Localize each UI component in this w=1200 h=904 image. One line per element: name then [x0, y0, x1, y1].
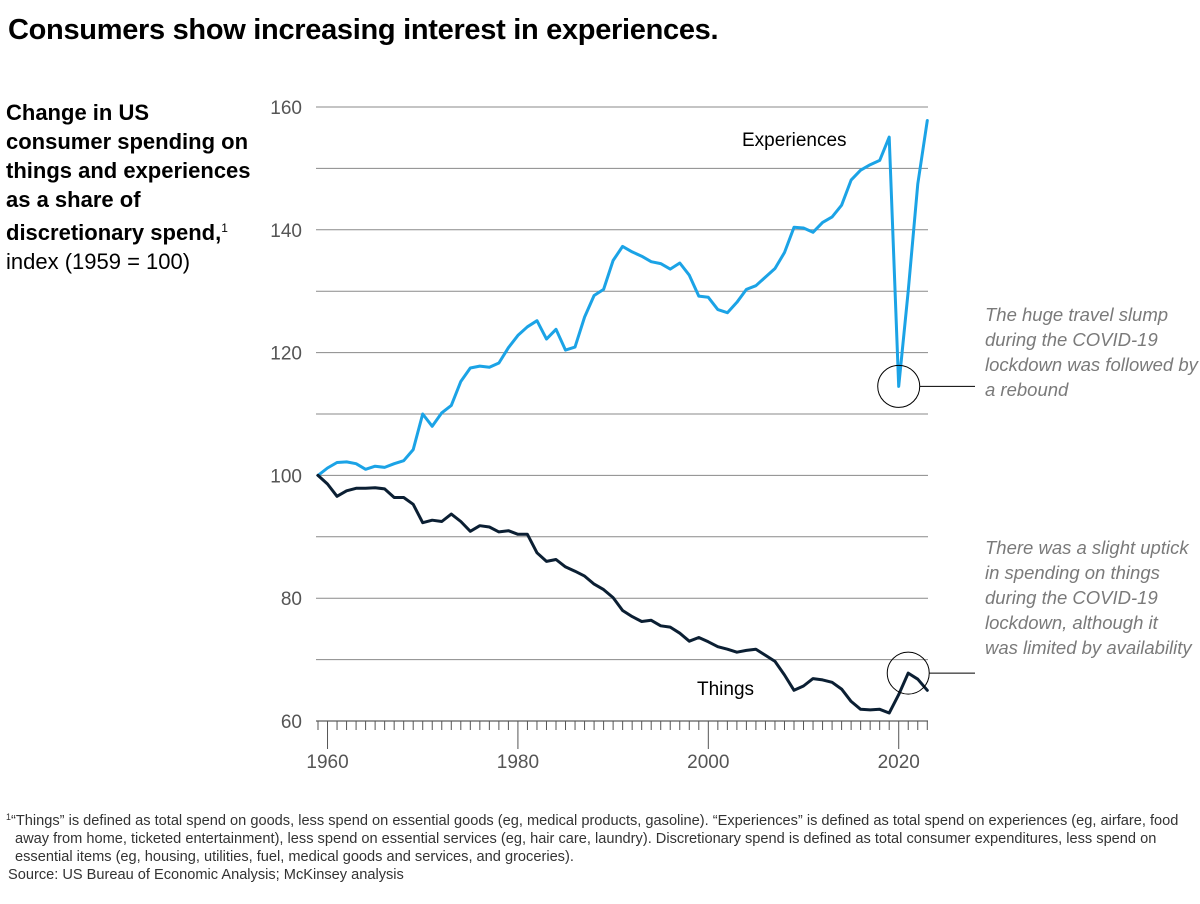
gridlines: [316, 106, 928, 661]
subtitle-bold: Change in US consumer spending on things…: [6, 100, 251, 245]
source-note: Source: US Bureau of Economic Analysis; …: [8, 867, 404, 883]
y-tick-label: 120: [270, 344, 302, 365]
series-label-things: Things: [697, 679, 754, 700]
y-tick-label: 60: [281, 712, 302, 733]
annotation-things: There was a slight uptick in spending on…: [985, 537, 1192, 658]
x-tick-label: 1980: [497, 752, 539, 773]
x-tick-label: 1960: [306, 752, 348, 773]
series-group: [316, 119, 929, 715]
callouts: [877, 364, 975, 695]
footnote: 1“Things” is defined as total spend on g…: [6, 808, 1196, 884]
line-chart: 60 80 100 120 140 160 1960 1980 2000 2020 Experi…: [270, 98, 975, 773]
series-label-experiences: Experiences: [742, 130, 847, 151]
subtitle-footnote-ref: 1: [221, 221, 228, 235]
y-axis-ticks: 60 80 100 120 140 160: [270, 98, 302, 733]
chart-title: Consumers show increasing interest in ex…: [8, 14, 719, 46]
series-line-things: [316, 473, 929, 715]
subtitle-index-note: index (1959 = 100): [6, 249, 191, 274]
series-line-experiences: [316, 119, 929, 477]
x-tick-label: 2020: [878, 752, 920, 773]
annotation-experiences: The huge travel slump during the COVID-1…: [985, 304, 1198, 400]
y-tick-label: 100: [270, 466, 302, 487]
chart-subtitle: Change in US consumer spending on things…: [6, 98, 256, 276]
footnote-marker: 1: [6, 812, 12, 822]
footnote-body: 1“Things” is defined as total spend on g…: [6, 808, 1196, 866]
y-tick-label: 160: [270, 98, 302, 119]
footnote-text: “Things” is defined as total spend on go…: [11, 813, 1179, 865]
x-axis: 1960 1980 2000 2020: [306, 720, 928, 773]
y-tick-label: 80: [281, 589, 302, 610]
y-tick-label: 140: [270, 221, 302, 242]
x-tick-label: 2000: [687, 752, 729, 773]
